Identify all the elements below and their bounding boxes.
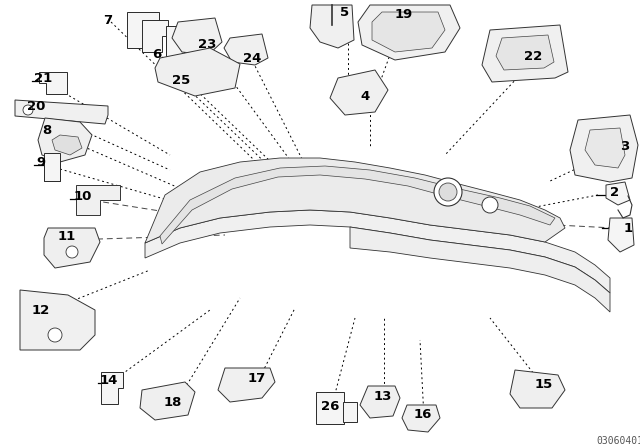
- Text: 23: 23: [198, 39, 216, 52]
- Text: 4: 4: [360, 90, 369, 103]
- Circle shape: [66, 246, 78, 258]
- Bar: [166, 26, 184, 68]
- Text: 26: 26: [321, 400, 339, 413]
- Circle shape: [482, 197, 498, 213]
- Text: 3: 3: [620, 141, 629, 154]
- Text: 21: 21: [34, 72, 52, 85]
- Text: 12: 12: [32, 303, 51, 316]
- Polygon shape: [160, 166, 555, 244]
- Circle shape: [434, 178, 462, 206]
- Polygon shape: [39, 72, 67, 94]
- Text: 25: 25: [172, 73, 190, 86]
- Text: 2: 2: [610, 186, 619, 199]
- Text: 1: 1: [624, 221, 633, 234]
- Polygon shape: [310, 5, 354, 48]
- Polygon shape: [402, 405, 440, 432]
- Polygon shape: [224, 34, 268, 65]
- Polygon shape: [155, 48, 240, 96]
- Polygon shape: [218, 368, 275, 402]
- Polygon shape: [330, 70, 388, 115]
- Text: 6: 6: [152, 47, 161, 60]
- Polygon shape: [496, 35, 554, 70]
- Polygon shape: [510, 370, 565, 408]
- Polygon shape: [52, 135, 82, 155]
- Text: 10: 10: [74, 190, 92, 202]
- Text: 9: 9: [36, 155, 45, 168]
- Polygon shape: [358, 5, 460, 60]
- Text: 20: 20: [27, 100, 45, 113]
- Polygon shape: [350, 227, 610, 312]
- Polygon shape: [76, 185, 120, 215]
- Polygon shape: [570, 115, 638, 182]
- Polygon shape: [360, 386, 400, 418]
- Text: 03060401: 03060401: [596, 436, 640, 446]
- Text: 11: 11: [58, 231, 76, 244]
- Text: 19: 19: [395, 8, 413, 21]
- Circle shape: [23, 105, 33, 115]
- Polygon shape: [482, 25, 568, 82]
- Text: 24: 24: [243, 52, 261, 65]
- Text: 14: 14: [100, 374, 118, 387]
- Polygon shape: [606, 182, 630, 205]
- Text: 18: 18: [164, 396, 182, 409]
- Text: 22: 22: [524, 51, 542, 64]
- Text: 7: 7: [103, 13, 112, 26]
- Polygon shape: [172, 18, 222, 55]
- Polygon shape: [38, 118, 92, 162]
- Bar: [316, 392, 344, 424]
- Polygon shape: [145, 210, 610, 293]
- Polygon shape: [585, 128, 625, 168]
- Bar: [127, 12, 159, 48]
- Polygon shape: [145, 158, 565, 243]
- Polygon shape: [20, 290, 95, 350]
- Polygon shape: [101, 372, 123, 404]
- Circle shape: [439, 183, 457, 201]
- Text: 16: 16: [414, 409, 433, 422]
- Bar: [343, 402, 357, 422]
- Text: 5: 5: [340, 5, 349, 18]
- Polygon shape: [142, 20, 168, 52]
- Polygon shape: [608, 218, 634, 252]
- Circle shape: [48, 328, 62, 342]
- Text: 17: 17: [248, 371, 266, 384]
- Polygon shape: [140, 382, 195, 420]
- Polygon shape: [44, 228, 100, 268]
- Text: 8: 8: [42, 124, 51, 137]
- Bar: [44, 153, 60, 181]
- Polygon shape: [15, 100, 108, 124]
- Text: 15: 15: [535, 379, 553, 392]
- Polygon shape: [372, 12, 445, 52]
- Text: 13: 13: [374, 389, 392, 402]
